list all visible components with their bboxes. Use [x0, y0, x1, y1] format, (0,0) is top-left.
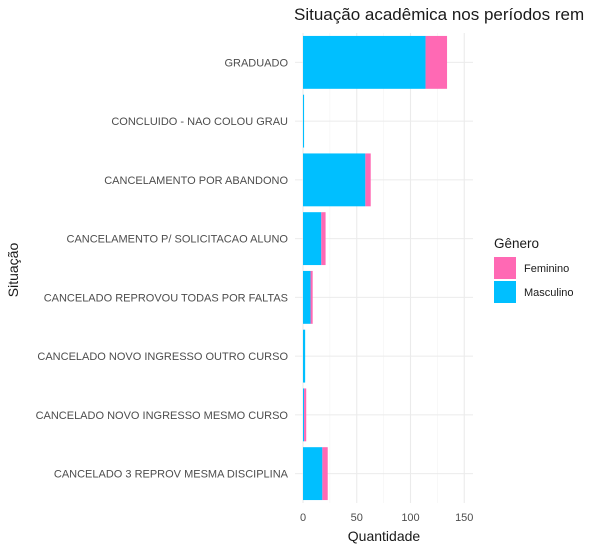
- bar-feminino: [304, 388, 307, 442]
- bar-masculino: [303, 94, 305, 148]
- y-axis-title: Situação: [5, 243, 21, 298]
- x-tick-label: 0: [300, 512, 306, 524]
- bar-masculino: [303, 270, 311, 324]
- category-label: CANCELADO REPROVOU TODAS POR FALTAS: [44, 292, 288, 304]
- category-label: CANCELADO NOVO INGRESSO MESMO CURSO: [36, 410, 289, 422]
- legend: Gênero Feminino Masculino: [494, 236, 574, 303]
- x-tick-label: 150: [455, 512, 473, 524]
- grid: [295, 33, 473, 503]
- legend-swatch-masculino: [494, 281, 516, 303]
- bar-masculino: [303, 388, 305, 442]
- legend-label-feminino: Feminino: [524, 263, 569, 275]
- x-tick-labels: 0 50 100 150: [300, 512, 473, 524]
- bar-feminino: [310, 270, 313, 324]
- x-axis-title: Quantidade: [348, 528, 421, 544]
- category-label: CANCELAMENTO P/ SOLICITACAO ALUNO: [67, 234, 289, 246]
- legend-title: Gênero: [494, 236, 539, 251]
- bar-feminino: [365, 153, 371, 207]
- bar-masculino: [303, 35, 426, 89]
- bar-feminino: [322, 447, 328, 501]
- legend-label-masculino: Masculino: [524, 287, 574, 299]
- bar-masculino: [303, 153, 366, 207]
- bars: [303, 35, 448, 501]
- category-label: CONCLUIDO - NAO COLOU GRAU: [111, 116, 288, 128]
- category-labels: GRADUADO CONCLUIDO - NAO COLOU GRAU CANCEL…: [36, 57, 289, 480]
- category-label: GRADUADO: [224, 57, 288, 69]
- bar-feminino: [321, 212, 326, 266]
- x-tick-label: 50: [351, 512, 363, 524]
- category-label: CANCELADO 3 REPROV MESMA DISCIPLINA: [54, 469, 289, 481]
- bar-masculino: [303, 212, 322, 266]
- x-tick-label: 100: [401, 512, 419, 524]
- category-label: CANCELADO NOVO INGRESSO OUTRO CURSO: [37, 351, 288, 363]
- legend-items: Feminino Masculino: [494, 257, 574, 303]
- bar-feminino: [425, 35, 448, 89]
- chart-title: Situação acadêmica nos períodos rem: [294, 5, 584, 24]
- bar-masculino: [303, 329, 306, 383]
- category-label: CANCELAMENTO POR ABANDONO: [104, 175, 288, 187]
- bar-masculino: [303, 447, 323, 501]
- legend-swatch-feminino: [494, 257, 516, 279]
